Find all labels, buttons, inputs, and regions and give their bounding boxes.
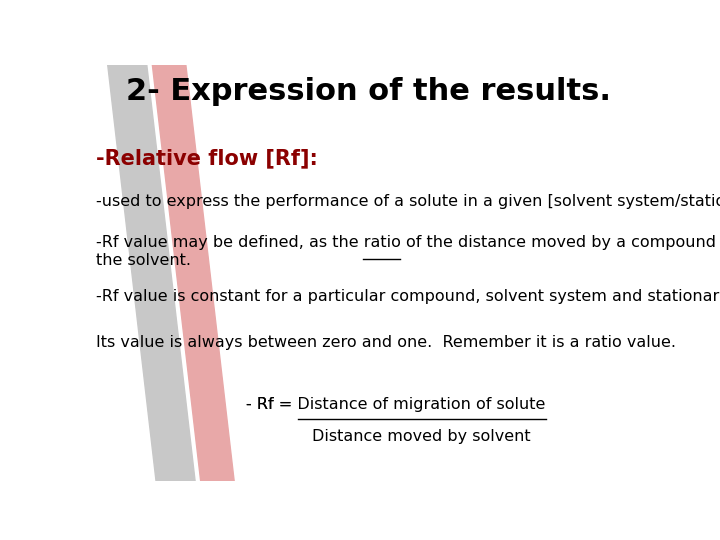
Text: -Rf value may be defined, as the: -Rf value may be defined, as the xyxy=(96,235,364,250)
Polygon shape xyxy=(151,57,235,489)
Text: Its value is always between zero and one.  Remember it is a ratio value.: Its value is always between zero and one… xyxy=(96,335,675,350)
Text: -Rf value is constant for a particular compound, solvent system and stationary  : -Rf value is constant for a particular c… xyxy=(96,289,720,305)
Text: -Rf value may be defined, as the ratio of the distance moved by a compound to th: -Rf value may be defined, as the ratio o… xyxy=(96,235,720,268)
Text: Distance moved by solvent: Distance moved by solvent xyxy=(312,429,531,444)
Text: -Rf value may be defined, as the ratio: -Rf value may be defined, as the ratio xyxy=(96,235,400,250)
Text: - Rf =: - Rf = xyxy=(246,397,297,413)
Text: - Rf = Distance of migration of solute: - Rf = Distance of migration of solute xyxy=(246,397,546,413)
Text: 2- Expression of the results.: 2- Expression of the results. xyxy=(127,77,611,106)
Text: -Relative flow [Rf]:: -Relative flow [Rf]: xyxy=(96,148,318,168)
Polygon shape xyxy=(107,57,196,489)
Text: -used to express the performance of a solute in a given [solvent system/stationa: -used to express the performance of a so… xyxy=(96,194,720,208)
